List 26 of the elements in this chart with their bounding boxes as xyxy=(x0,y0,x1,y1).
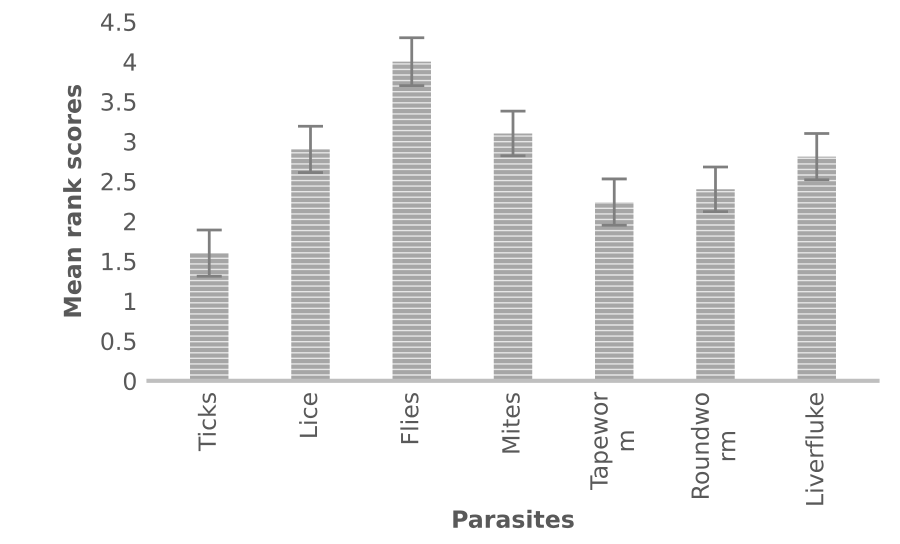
bar xyxy=(595,202,634,381)
y-tick-label: 4 xyxy=(124,53,136,71)
bar xyxy=(798,156,836,381)
y-tick-label: 1 xyxy=(124,292,136,310)
x-axis-title: Parasites xyxy=(453,510,574,528)
y-tick-label: 0 xyxy=(124,372,136,390)
y-tick-label: 4.5 xyxy=(100,14,136,32)
bar xyxy=(291,149,330,381)
bar xyxy=(494,133,532,381)
x-tick-label: Tapewor m xyxy=(590,392,634,490)
y-tick-label: 0.5 xyxy=(101,332,136,350)
x-tick-label: Lice xyxy=(299,393,318,437)
y-tick-label: 2.5 xyxy=(102,172,136,191)
x-tick-label: Mites xyxy=(502,393,520,453)
x-tick-label: Ticks xyxy=(198,393,216,452)
y-tick-label: 2 xyxy=(124,212,136,230)
bar xyxy=(392,62,431,381)
bar xyxy=(190,253,228,381)
x-tick-label: Liverfluke xyxy=(805,393,824,505)
y-axis-title: Mean rank scores xyxy=(63,85,82,316)
bar xyxy=(696,189,735,381)
x-tick-label: Flies xyxy=(400,393,419,444)
y-tick-label: 1.5 xyxy=(102,252,136,270)
y-tick-label: 3.5 xyxy=(102,92,136,111)
x-tick-label: Roundwo rm xyxy=(690,393,736,498)
y-tick-label: 3 xyxy=(124,132,136,151)
